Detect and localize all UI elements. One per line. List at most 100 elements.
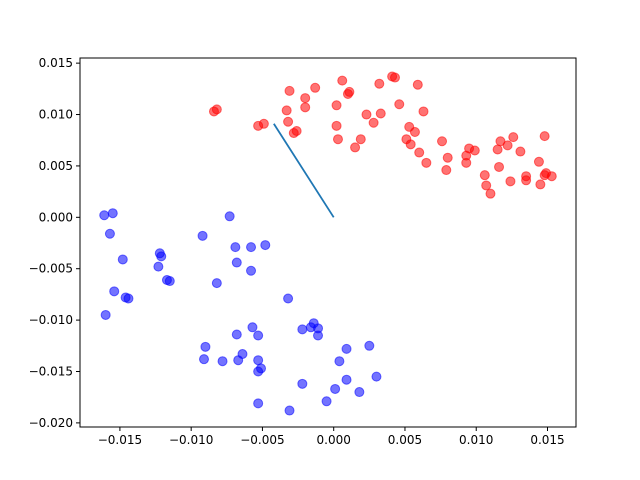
scatter-point: [331, 100, 342, 111]
scatter-point: [200, 341, 211, 352]
scatter-point: [374, 78, 385, 89]
scatter-point: [331, 120, 342, 131]
scatter-point: [421, 157, 432, 168]
scatter-point: [246, 265, 257, 276]
scatter-point: [211, 278, 222, 289]
scatter-point: [313, 330, 324, 341]
scatter-point: [211, 104, 222, 115]
scatter-point: [156, 251, 167, 262]
y-tick-label: −0.015: [29, 364, 73, 378]
scatter-point: [291, 125, 302, 136]
y-tick-label: −0.005: [29, 262, 73, 276]
scatter-point: [230, 242, 241, 253]
scatter-point: [224, 211, 235, 222]
scatter-point: [361, 109, 372, 120]
scatter-point: [104, 228, 115, 239]
scatter-point: [368, 117, 379, 128]
scatter-point: [405, 139, 416, 150]
scatter-point: [231, 257, 242, 268]
scatter-point: [310, 82, 321, 93]
scatter-point: [107, 208, 118, 219]
x-tick-label: 0.005: [388, 433, 422, 447]
scatter-point: [492, 144, 503, 155]
y-tick-label: 0.010: [39, 108, 73, 122]
scatter-point: [539, 131, 550, 142]
scatter-point: [479, 170, 490, 181]
y-tick-label: −0.020: [29, 416, 73, 430]
scatter-point: [258, 118, 269, 129]
scatter-point: [123, 293, 134, 304]
scatter-point: [247, 322, 258, 333]
scatter-point: [494, 161, 505, 172]
scatter-point: [117, 254, 128, 265]
scatter-point: [364, 340, 375, 351]
scatter-point: [99, 210, 110, 221]
scatter-point: [409, 127, 420, 138]
y-tick-label: 0.005: [39, 159, 73, 173]
scatter-point: [533, 156, 544, 167]
scatter-point: [344, 86, 355, 97]
y-tick-label: −0.010: [29, 313, 73, 327]
scatter-point: [442, 152, 453, 163]
scatter-point: [394, 99, 405, 110]
scatter-point: [164, 276, 175, 287]
scatter-point: [375, 108, 386, 119]
scatter-point: [281, 105, 292, 116]
scatter-point: [321, 396, 332, 407]
scatter-point: [197, 230, 208, 241]
scatter-point: [297, 324, 308, 335]
axes-frame: [79, 57, 577, 428]
axes: −0.015 −0.010 −0.005 0.000 0.005 0.010 0.015 −0…: [29, 56, 577, 447]
scatter-point: [414, 147, 425, 158]
x-tick-label: 0.000: [317, 433, 351, 447]
plot-area: [99, 71, 557, 416]
scatter-point: [341, 374, 352, 385]
scatter-point: [283, 116, 294, 127]
scatter-point: [515, 146, 526, 157]
y-tick-label: 0.000: [39, 210, 73, 224]
scatter-point: [535, 179, 546, 190]
scatter-point: [237, 349, 248, 360]
scatter-point: [437, 136, 448, 147]
scatter-point: [418, 106, 429, 117]
scatter-point: [334, 356, 345, 367]
scatter-point: [469, 145, 480, 156]
scatter-point: [256, 363, 267, 374]
x-tick-label: 0.015: [530, 433, 564, 447]
x-tick-label: −0.015: [98, 433, 142, 447]
scatter-point: [441, 165, 452, 176]
scatter-point: [341, 343, 352, 354]
scatter-point: [485, 188, 496, 199]
scatter-point: [246, 242, 257, 253]
scatter-point: [371, 371, 382, 382]
scatter-point: [389, 72, 400, 83]
x-tick-label: −0.010: [169, 433, 213, 447]
scatter-point: [350, 142, 361, 153]
scatter-point: [283, 293, 294, 304]
scatter-point: [508, 132, 519, 143]
scatter-point: [481, 180, 492, 191]
scatter-point: [332, 134, 343, 145]
scatter-point: [354, 387, 365, 398]
scatter-point: [231, 329, 242, 340]
scatter-point: [199, 354, 209, 365]
x-tick-label: −0.005: [240, 433, 284, 447]
plot-marks: [99, 71, 557, 416]
scatter-point: [260, 240, 271, 251]
scatter-point: [521, 175, 532, 186]
scatter-point: [355, 134, 366, 145]
scatter-point: [502, 140, 513, 151]
scatter-point: [412, 79, 423, 90]
scatter-point: [546, 171, 557, 182]
y-tick-label: 0.015: [39, 56, 73, 70]
scatter-point: [330, 383, 341, 394]
scatter-point: [297, 378, 308, 389]
x-tick-label: 0.010: [459, 433, 493, 447]
scatter-point: [100, 309, 111, 320]
scatter-point: [109, 286, 120, 297]
scatter-point: [284, 85, 295, 96]
scatter-point: [253, 398, 264, 409]
scatter-point: [284, 405, 295, 416]
